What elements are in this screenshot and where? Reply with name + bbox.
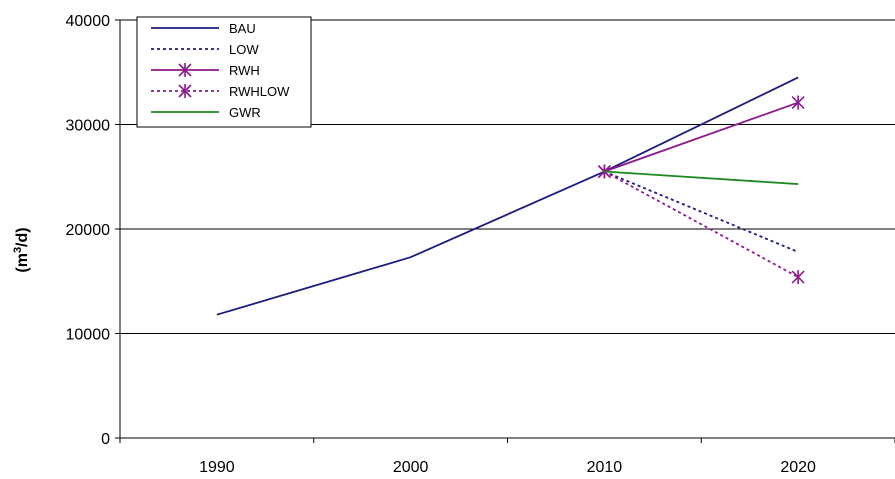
- legend-item-bau: BAU: [151, 21, 256, 36]
- legend-label: RWHLOW: [229, 84, 290, 99]
- tick-labels: 0 10000 20000 30000 40000 1990 2000 2010 2020: [66, 13, 817, 476]
- data-point-marker: [791, 270, 805, 285]
- series-line-bau: [216, 76, 799, 316]
- legend-marker: [178, 84, 192, 98]
- y-tick-label: 30000: [66, 118, 111, 135]
- legend-box: [136, 16, 312, 128]
- y-tick-label: 20000: [66, 222, 111, 239]
- y-tick-label: 0: [101, 431, 110, 448]
- legend-label: RWH: [229, 63, 260, 78]
- y-tick-label: 10000: [66, 327, 111, 344]
- x-tick-label: 1990: [199, 459, 235, 476]
- y-axis-title: (m3/d): [12, 227, 31, 272]
- legend-label: GWR: [229, 105, 261, 120]
- legend-item-rwhlow: RWHLOW: [151, 84, 290, 99]
- series: [216, 76, 805, 316]
- legend-marker: [178, 63, 192, 77]
- axes: [115, 19, 895, 443]
- series-low: [604, 170, 799, 253]
- y-tick-label: 40000: [66, 13, 111, 30]
- legend-item-rwh: RWH: [151, 63, 260, 78]
- legend-item-gwr: GWR: [151, 105, 261, 120]
- legend-label: LOW: [229, 42, 259, 57]
- legend: BAU LOW RWH RWHLOW GWR: [136, 16, 312, 128]
- legend-label: BAU: [229, 21, 256, 36]
- series-rwh: [597, 95, 805, 179]
- legend-item-low: LOW: [151, 42, 259, 57]
- series-line-gwr: [604, 170, 799, 185]
- x-tick-label: 2010: [587, 459, 623, 476]
- data-point-marker: [791, 95, 805, 110]
- series-line-rwh: [604, 101, 799, 173]
- series-line-low: [604, 170, 799, 253]
- x-tick-label: 2020: [780, 459, 816, 476]
- series-line-rwhlow: [603, 170, 799, 278]
- series-bau: [216, 76, 799, 316]
- x-tick-label: 2000: [393, 459, 429, 476]
- series-gwr: [604, 170, 799, 185]
